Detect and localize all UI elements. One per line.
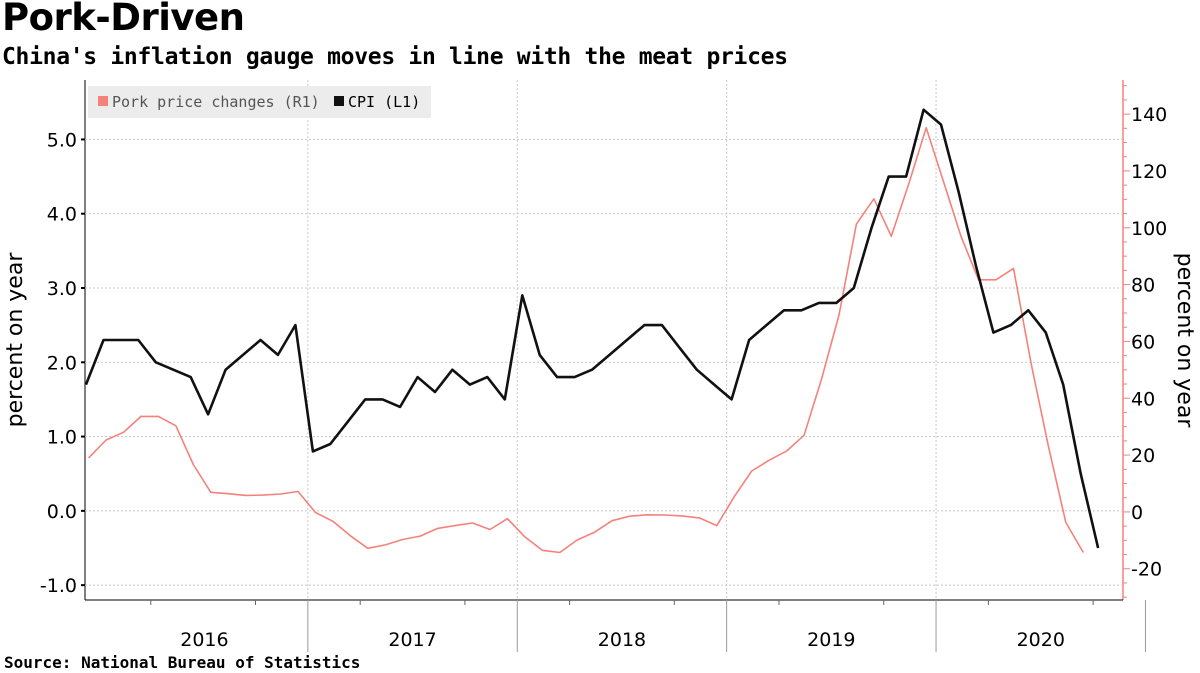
legend-background bbox=[88, 86, 431, 118]
left-tick-label: 2.0 bbox=[47, 352, 77, 374]
left-tick-label: -1.0 bbox=[40, 575, 77, 597]
right-tick-label: 20 bbox=[1131, 445, 1155, 467]
chart-subtitle: China's inflation gauge moves in line wi… bbox=[2, 44, 788, 70]
right-tick-label: 80 bbox=[1131, 275, 1155, 297]
right-tick-label: 60 bbox=[1131, 331, 1155, 353]
left-tick-label: 1.0 bbox=[47, 427, 77, 449]
right-tick-label: 140 bbox=[1131, 104, 1167, 126]
x-tick-label: 2019 bbox=[807, 629, 855, 651]
right-tick-label: 120 bbox=[1131, 161, 1167, 183]
x-tick-label: 2018 bbox=[598, 629, 646, 651]
left-tick-label: 3.0 bbox=[47, 278, 77, 300]
series-line-pork-price-changes bbox=[88, 126, 1084, 554]
source-note: Source: National Bureau of Statistics bbox=[4, 653, 361, 672]
right-axis-label: percent on year bbox=[1172, 253, 1197, 429]
legend-label-cpi: CPI (L1) bbox=[348, 93, 420, 111]
vertical-gridlines bbox=[307, 80, 937, 600]
legend-swatch-cpi bbox=[334, 96, 344, 106]
left-tick-label: 5.0 bbox=[47, 129, 77, 151]
right-tick-label: -20 bbox=[1131, 559, 1162, 581]
horizontal-gridlines bbox=[85, 138, 1123, 586]
left-axis-ticks: -1.0 0.0 1.0 2.0 3.0 4.0 5.0 bbox=[40, 129, 85, 597]
x-axis-ticks: 2016 2017 2018 2019 2020 bbox=[150, 600, 1146, 652]
left-tick-label: 4.0 bbox=[47, 204, 77, 226]
x-tick-label: 2016 bbox=[180, 629, 228, 651]
series-line-cpi bbox=[84, 108, 1100, 549]
x-tick-label: 2020 bbox=[1017, 629, 1065, 651]
legend-swatch-pork bbox=[98, 96, 108, 106]
right-axis-ticks: -20 0 20 40 60 80 100 120 140 bbox=[1123, 85, 1167, 598]
right-tick-label: 100 bbox=[1131, 218, 1167, 240]
left-axis-label: percent on year bbox=[3, 252, 28, 428]
right-tick-label: 40 bbox=[1131, 388, 1155, 410]
chart-title: Pork-Driven bbox=[2, 0, 245, 39]
legend-label-pork: Pork price changes (R1) bbox=[112, 93, 320, 111]
legend: Pork price changes (R1) CPI (L1) bbox=[88, 86, 431, 118]
x-tick-label: 2017 bbox=[388, 629, 436, 651]
right-tick-label: 0 bbox=[1131, 502, 1143, 524]
left-tick-label: 0.0 bbox=[47, 501, 77, 523]
